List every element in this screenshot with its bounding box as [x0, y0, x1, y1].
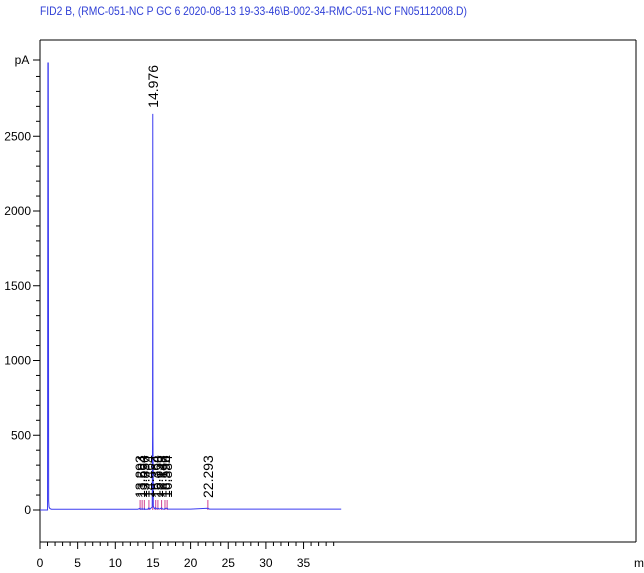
x-tick-label: 20 [184, 556, 198, 570]
peak-label: 16.148 [154, 455, 170, 498]
x-tick-label: 30 [259, 556, 273, 570]
x-tick-label: 25 [222, 556, 236, 570]
x-tick-label: 35 [297, 556, 311, 570]
y-axis-unit-label: pA [15, 53, 30, 67]
peak-label: 14.976 [145, 65, 161, 108]
x-tick-label: 5 [74, 556, 81, 570]
y-axis-ticks: 0 500 1000 1500 2000 2500 [4, 59, 40, 517]
peak-label: 22.293 [200, 455, 216, 498]
y-tick-label: 0 [24, 503, 31, 517]
x-tick-label: 10 [109, 556, 123, 570]
peak-label: 16.884 [159, 455, 175, 498]
y-tick-label: 500 [11, 428, 31, 442]
peak-label: 13.564 [134, 455, 150, 498]
chromatogram-trace [40, 62, 342, 511]
x-axis-unit-label: min [634, 556, 644, 570]
chart-title: FID2 B, (RMC-051-NC P GC 6 2020-08-13 19… [40, 4, 467, 18]
y-tick-label: 2000 [4, 204, 31, 218]
peak-label: 13.293 [132, 455, 148, 498]
y-tick-label: 1500 [4, 279, 31, 293]
peak-label: 16.596 [157, 455, 173, 498]
peak-label: 14.464 [141, 455, 157, 498]
y-tick-label: 1000 [4, 354, 31, 368]
peak-label: 15.364 [148, 455, 164, 498]
x-tick-label: 15 [146, 556, 160, 570]
x-tick-label: 0 [37, 556, 44, 570]
peak-label: 15.658 [150, 455, 166, 498]
y-tick-label: 2500 [4, 129, 31, 143]
peak-label: 13.856 [136, 455, 152, 498]
x-axis-ticks: 0 5 10 15 20 25 30 35 [37, 542, 335, 570]
